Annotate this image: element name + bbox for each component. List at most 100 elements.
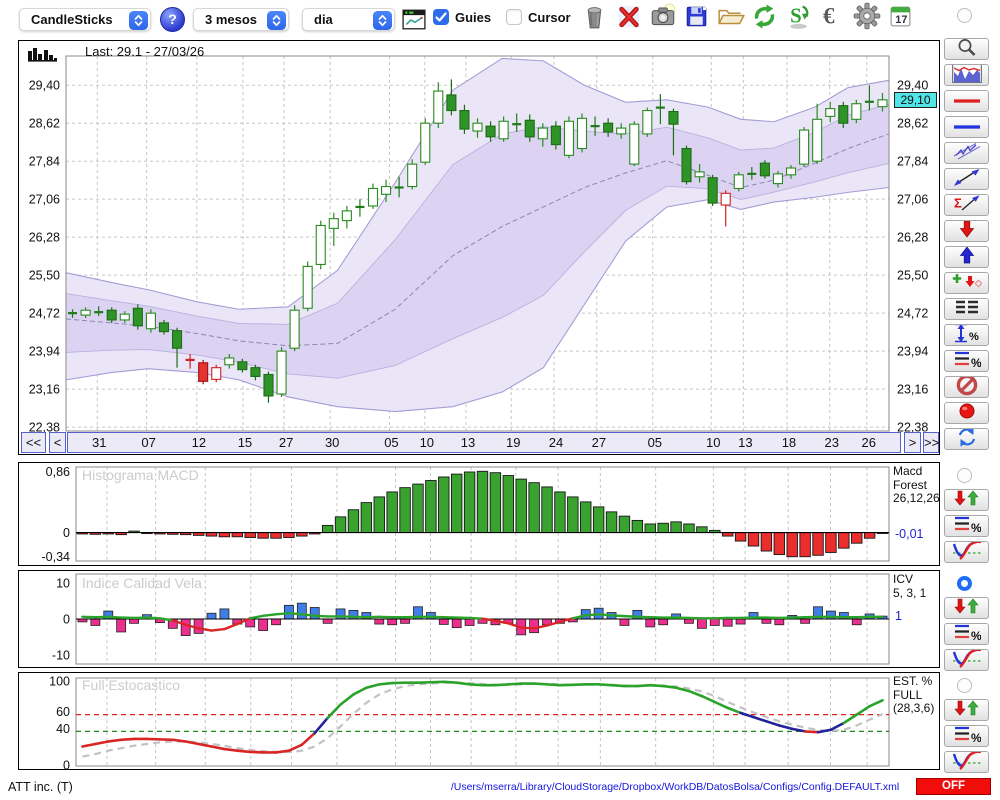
chart-type-select[interactable]: CandleSticks (19, 8, 151, 31)
snapshot-icon (649, 3, 677, 34)
arrow-down-icon (957, 221, 977, 241)
candlestick-chart[interactable]: 29,40 29,40 28,62 28,62 27,84 27,84 27,06 27,06… (19, 41, 939, 432)
date-axis-strip[interactable]: 31 07 12 15 27 30 05 10 13 19 24 27 05 10 13 18 23 26 (67, 432, 901, 453)
svg-text:40: 40 (56, 722, 70, 736)
date-tick: 13 (460, 435, 476, 450)
svg-text:23,94: 23,94 (897, 345, 928, 359)
red-hline-icon (952, 92, 982, 110)
icv-chart[interactable]: 10 0 -10 (19, 571, 939, 667)
stochastic-panel: 100 60 40 0 Full Estocastico EST. % FULL (2… (18, 672, 940, 770)
svg-text:24,72: 24,72 (29, 307, 60, 321)
svg-text:%: % (969, 331, 979, 343)
svg-text:28,62: 28,62 (29, 117, 60, 131)
entry-signals-button[interactable] (944, 272, 989, 294)
refresh-icon (751, 3, 778, 35)
svg-text:Σ: Σ (954, 195, 962, 210)
off-badge[interactable]: OFF (916, 778, 991, 795)
macd-lines-percent-button[interactable]: % (944, 515, 989, 537)
svg-text:%: % (971, 356, 981, 369)
svg-text:%: % (971, 731, 981, 744)
scroll-first-button[interactable]: << (21, 432, 46, 453)
snapshot-button[interactable] (648, 3, 677, 34)
svg-text:17: 17 (895, 13, 907, 25)
blue-hline-button[interactable] (944, 116, 989, 138)
help-button[interactable]: ? (160, 7, 185, 32)
block-button[interactable] (944, 376, 989, 398)
update-quotes-icon: S (786, 3, 811, 35)
stoch-panel-radio[interactable] (957, 678, 972, 693)
open-icon (717, 4, 745, 33)
stoch-updown-arrows-button[interactable] (944, 699, 989, 721)
calendar-button[interactable]: 17 (886, 4, 915, 33)
timeframe-select[interactable]: dia (302, 8, 395, 31)
measure-percent-button[interactable]: % (944, 324, 989, 346)
guides-checkbox[interactable]: Guies (433, 9, 491, 25)
blue-hline-icon (952, 118, 982, 136)
scroll-last-button[interactable]: >> (923, 432, 939, 453)
trendline-button[interactable] (944, 168, 989, 190)
config-path: /Users/mserra/Library/CloudStorage/Dropb… (450, 781, 900, 793)
icv-lines-percent-button[interactable]: % (944, 623, 989, 645)
trash-button[interactable] (580, 4, 609, 33)
svg-text:€: € (823, 3, 835, 28)
icv-updown-arrows-button[interactable] (944, 597, 989, 619)
svg-text:%: % (971, 521, 981, 534)
zoom-button[interactable] (944, 38, 989, 60)
main-chart-panel: 29,40 29,40 28,62 28,62 27,84 27,84 27,06 27,06… (18, 40, 940, 455)
period-select[interactable]: 3 mesos (193, 8, 289, 31)
indicator-panels-button[interactable] (944, 64, 989, 86)
delete-button[interactable] (614, 4, 643, 33)
levels-list-button[interactable] (944, 298, 989, 320)
open-button[interactable] (716, 4, 745, 33)
toolbar: CandleSticks ? 3 mesos dia Guies Cursor … (0, 0, 1000, 38)
sigma-trendline-button[interactable]: Σ (944, 194, 989, 216)
save-icon (684, 4, 709, 34)
compare-percent-button[interactable]: % (944, 350, 989, 372)
arrow-up-button[interactable] (944, 246, 989, 268)
refresh-button[interactable] (750, 4, 779, 33)
svg-text:24,72: 24,72 (897, 307, 928, 321)
scroll-prev-button[interactable]: < (49, 432, 66, 453)
sigma-trendline-icon: Σ (953, 195, 981, 215)
last-price-label: Last: 29.1 - 27/03/26 (85, 44, 205, 59)
checkbox-checked-icon (433, 9, 449, 25)
stoch-curves-button[interactable] (944, 751, 989, 773)
measure-percent-icon: % (953, 325, 981, 345)
indicator-panels-icon (951, 65, 982, 85)
symbol-label: ATT inc. (T) (8, 780, 73, 794)
scroll-next-button[interactable]: > (904, 432, 921, 453)
icv-curves-button[interactable] (944, 649, 989, 671)
sync-icon (956, 429, 978, 449)
svg-text:28,62: 28,62 (897, 117, 928, 131)
stochastic-watermark: Full Estocastico (82, 677, 181, 693)
main-chart-radio[interactable] (957, 8, 972, 23)
cursor-checkbox[interactable]: Cursor (506, 9, 571, 25)
euro-button[interactable]: € (818, 3, 847, 33)
macd-panel-radio[interactable] (957, 468, 972, 483)
period-value: 3 mesos (205, 12, 258, 27)
stoch-lines-percent-button[interactable]: % (944, 725, 989, 747)
svg-text:23,16: 23,16 (897, 383, 928, 397)
lines-percent-icon: % (953, 516, 982, 536)
record-button[interactable] (944, 402, 989, 424)
icv-panel-radio[interactable] (957, 576, 972, 591)
svg-text:S: S (790, 5, 802, 27)
macd-info: Macd Forest 26,12,26 (893, 464, 940, 505)
settings-button[interactable] (852, 2, 881, 33)
channel-button[interactable] (944, 142, 989, 164)
macd-histogram-chart[interactable]: 0,86 0 -0,34 (19, 463, 939, 565)
svg-text:27,84: 27,84 (29, 155, 60, 169)
record-icon (957, 403, 977, 423)
update-quotes-button[interactable]: S (784, 4, 813, 33)
save-button[interactable] (682, 4, 711, 33)
stochastic-chart[interactable]: 100 60 40 0 (19, 673, 939, 769)
lines-percent-icon: % (953, 726, 982, 746)
svg-text:22,38: 22,38 (897, 421, 928, 432)
arrow-down-button[interactable] (944, 220, 989, 242)
red-hline-button[interactable] (944, 90, 989, 112)
macd-updown-arrows-button[interactable] (944, 489, 989, 511)
svg-text:0,86: 0,86 (46, 465, 70, 479)
sync-button[interactable] (944, 428, 989, 450)
chart-window-icon[interactable] (402, 9, 426, 35)
macd-curves-button[interactable] (944, 541, 989, 563)
